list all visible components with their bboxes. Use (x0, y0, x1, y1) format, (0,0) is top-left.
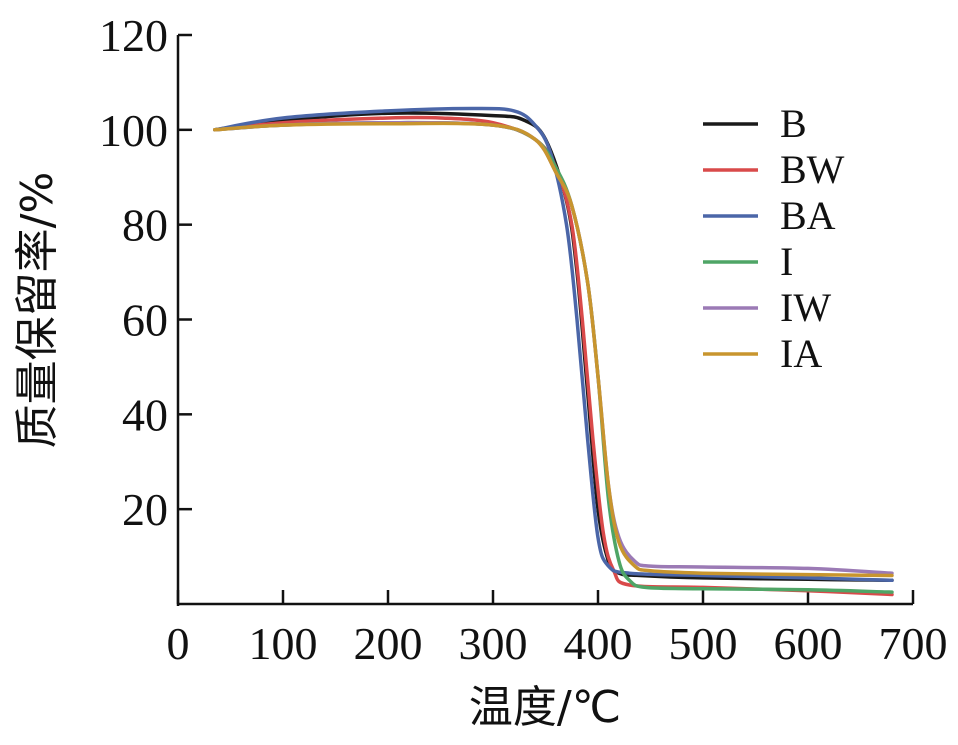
y-tick-label: 20 (122, 484, 168, 535)
x-tick-label: 200 (354, 618, 423, 669)
x-tick-label: 600 (774, 618, 843, 669)
y-tick-label: 80 (122, 200, 168, 251)
legend-label-b: B (780, 101, 807, 146)
x-tick-label: 500 (669, 618, 738, 669)
y-axis-title: 质量保留率/% (12, 172, 63, 449)
legend-label-ia: IA (780, 331, 822, 376)
y-tick-label: 120 (99, 10, 168, 61)
x-tick-label: 100 (249, 618, 318, 669)
x-tick-label: 0 (167, 618, 190, 669)
y-tick-label: 40 (122, 389, 168, 440)
legend-label-ba: BA (780, 193, 836, 238)
series-line-ba (213, 106, 894, 583)
x-tick-label: 400 (564, 618, 633, 669)
series-lines (213, 106, 894, 597)
y-tick-label: 60 (122, 295, 168, 346)
y-ticks: 20 40 60 80 100 120 (99, 10, 192, 535)
series-line-ia (213, 121, 894, 578)
legend-label-i: I (780, 239, 793, 284)
y-tick-label: 100 (99, 105, 168, 156)
x-tick-label: 300 (459, 618, 528, 669)
legend-label-bw: BW (780, 147, 845, 192)
x-ticks: 0 100 200 300 400 500 600 700 (167, 590, 948, 669)
x-axis-title: 温度/℃ (469, 682, 621, 733)
legend-label-iw: IW (780, 285, 831, 330)
x-tick-label: 700 (879, 618, 948, 669)
